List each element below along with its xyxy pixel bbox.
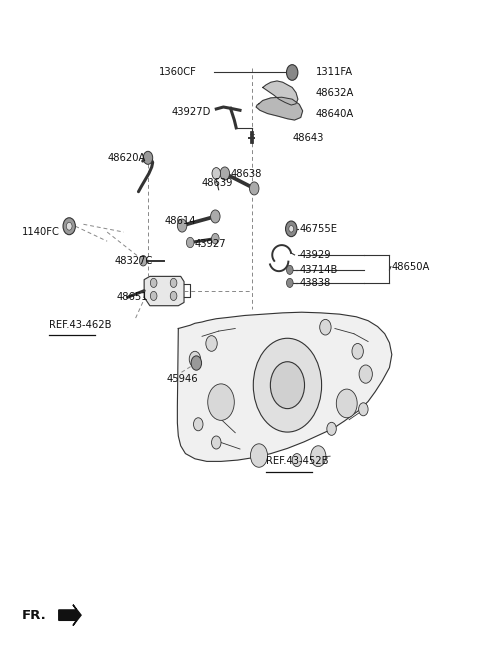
Circle shape — [352, 344, 363, 359]
Circle shape — [186, 237, 194, 248]
Text: 48327C: 48327C — [114, 256, 153, 265]
Circle shape — [250, 182, 259, 195]
Polygon shape — [263, 81, 298, 105]
Text: 1360CF: 1360CF — [159, 68, 197, 78]
Circle shape — [178, 219, 187, 232]
Circle shape — [359, 403, 368, 416]
Circle shape — [292, 453, 301, 466]
Circle shape — [206, 336, 217, 351]
Circle shape — [336, 389, 357, 418]
Text: FR.: FR. — [22, 608, 47, 622]
Polygon shape — [256, 97, 302, 120]
Text: REF.43-462B: REF.43-462B — [49, 319, 112, 330]
Text: 43927D: 43927D — [171, 107, 211, 117]
Polygon shape — [59, 604, 81, 625]
Text: 43929: 43929 — [300, 250, 331, 260]
Text: 45946: 45946 — [167, 374, 198, 384]
Circle shape — [139, 256, 147, 266]
Text: 46755E: 46755E — [300, 224, 337, 234]
Text: 43838: 43838 — [300, 278, 331, 288]
Circle shape — [63, 217, 75, 235]
Circle shape — [270, 362, 304, 409]
Circle shape — [66, 222, 72, 230]
Circle shape — [253, 338, 322, 432]
Text: 48638: 48638 — [230, 169, 262, 179]
Text: 43927: 43927 — [195, 238, 227, 249]
Text: 48639: 48639 — [202, 177, 234, 188]
Circle shape — [251, 444, 267, 467]
Text: 48632A: 48632A — [316, 87, 354, 98]
Circle shape — [320, 319, 331, 335]
Circle shape — [211, 210, 220, 223]
Text: 48650A: 48650A — [392, 261, 430, 271]
Circle shape — [327, 422, 336, 436]
Polygon shape — [178, 312, 392, 461]
Text: 48620A: 48620A — [107, 153, 145, 163]
Circle shape — [286, 221, 297, 237]
Circle shape — [143, 151, 153, 164]
Polygon shape — [144, 277, 184, 306]
Circle shape — [150, 279, 157, 288]
Circle shape — [191, 356, 202, 370]
Circle shape — [287, 265, 293, 275]
Circle shape — [193, 418, 203, 431]
Circle shape — [287, 64, 298, 80]
Circle shape — [289, 225, 294, 232]
Circle shape — [150, 291, 157, 300]
Text: 48643: 48643 — [292, 133, 324, 143]
Text: 43714B: 43714B — [300, 265, 338, 275]
Text: 48640A: 48640A — [316, 109, 354, 119]
Circle shape — [170, 291, 177, 300]
Circle shape — [212, 436, 221, 449]
Circle shape — [287, 279, 293, 288]
Circle shape — [220, 167, 229, 180]
Circle shape — [359, 365, 372, 383]
Text: 48614: 48614 — [164, 216, 195, 226]
Circle shape — [189, 351, 201, 367]
Circle shape — [208, 384, 234, 420]
Circle shape — [212, 168, 220, 179]
Text: 48651: 48651 — [117, 292, 148, 302]
Text: REF.43-452B: REF.43-452B — [266, 457, 329, 466]
Text: 1140FC: 1140FC — [22, 227, 60, 237]
Text: 1311FA: 1311FA — [316, 68, 353, 78]
Circle shape — [170, 279, 177, 288]
Circle shape — [212, 233, 219, 244]
Circle shape — [311, 445, 326, 466]
